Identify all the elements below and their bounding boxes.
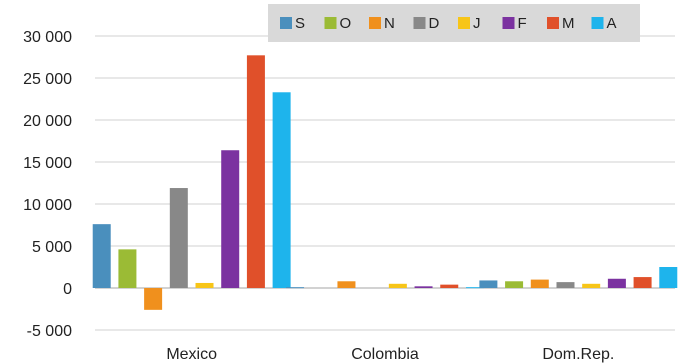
legend-label-f: F xyxy=(518,15,527,32)
bar-f-dom-rep- xyxy=(607,278,626,288)
bar-s-colombia xyxy=(286,287,305,289)
legend-label-a: A xyxy=(607,15,617,32)
legend-label-d: D xyxy=(429,15,440,32)
y-tick-label: 15 000 xyxy=(23,155,72,172)
y-tick-label: 0 xyxy=(63,281,72,298)
bar-a-dom-rep- xyxy=(659,267,678,288)
category-label: Colombia xyxy=(351,346,419,363)
legend-swatch-s xyxy=(280,17,292,29)
bars xyxy=(92,55,678,310)
bar-a-colombia xyxy=(465,287,484,289)
legend-label-s: S xyxy=(295,15,305,32)
legend-swatch-d xyxy=(413,17,426,29)
category-label: Mexico xyxy=(166,346,217,363)
bar-o-dom-rep- xyxy=(505,281,524,288)
bar-f-colombia xyxy=(414,286,433,288)
bar-d-dom-rep- xyxy=(556,282,575,288)
bar-j-colombia xyxy=(388,283,407,288)
legend-swatch-j xyxy=(458,17,470,29)
y-tick-label: 10 000 xyxy=(23,197,72,214)
legend-swatch-m xyxy=(547,17,559,29)
bar-j-mexico xyxy=(195,282,214,288)
legend-swatch-f xyxy=(502,17,515,29)
bar-n-mexico xyxy=(144,288,163,310)
bar-n-colombia xyxy=(337,281,356,288)
bar-d-mexico xyxy=(169,188,188,288)
bar-a-mexico xyxy=(272,92,291,288)
bar-j-dom-rep- xyxy=(582,283,601,288)
legend-swatch-n xyxy=(369,17,381,29)
legend-swatch-a xyxy=(591,17,604,29)
y-axis-tick-labels: 30 000 25 000 20 000 15 000 10 000 5 000 0 -5 0… xyxy=(23,29,72,340)
legend-label-n: N xyxy=(384,15,395,32)
bar-m-mexico xyxy=(246,55,265,288)
bar-s-mexico xyxy=(92,224,111,288)
legend-swatch-o xyxy=(324,17,337,29)
bar-f-mexico xyxy=(221,150,240,288)
bar-m-colombia xyxy=(440,284,459,288)
category-labels: Mexico Colombia Dom.Rep. xyxy=(166,346,614,363)
y-tick-label: 30 000 xyxy=(23,29,72,46)
gridlines xyxy=(95,35,675,331)
y-tick-label: -5 000 xyxy=(27,323,72,340)
bar-m-dom-rep- xyxy=(633,277,652,288)
category-label: Dom.Rep. xyxy=(542,346,614,363)
legend-label-o: O xyxy=(340,15,352,32)
bar-o-mexico xyxy=(118,249,137,288)
y-tick-label: 25 000 xyxy=(23,71,72,88)
bar-s-dom-rep- xyxy=(479,280,498,288)
legend-background xyxy=(268,4,640,42)
y-tick-label: 5 000 xyxy=(32,239,72,256)
legend-label-m: M xyxy=(562,15,575,32)
legend-label-j: J xyxy=(473,15,481,32)
bar-n-dom-rep- xyxy=(530,279,549,288)
y-tick-label: 20 000 xyxy=(23,113,72,130)
